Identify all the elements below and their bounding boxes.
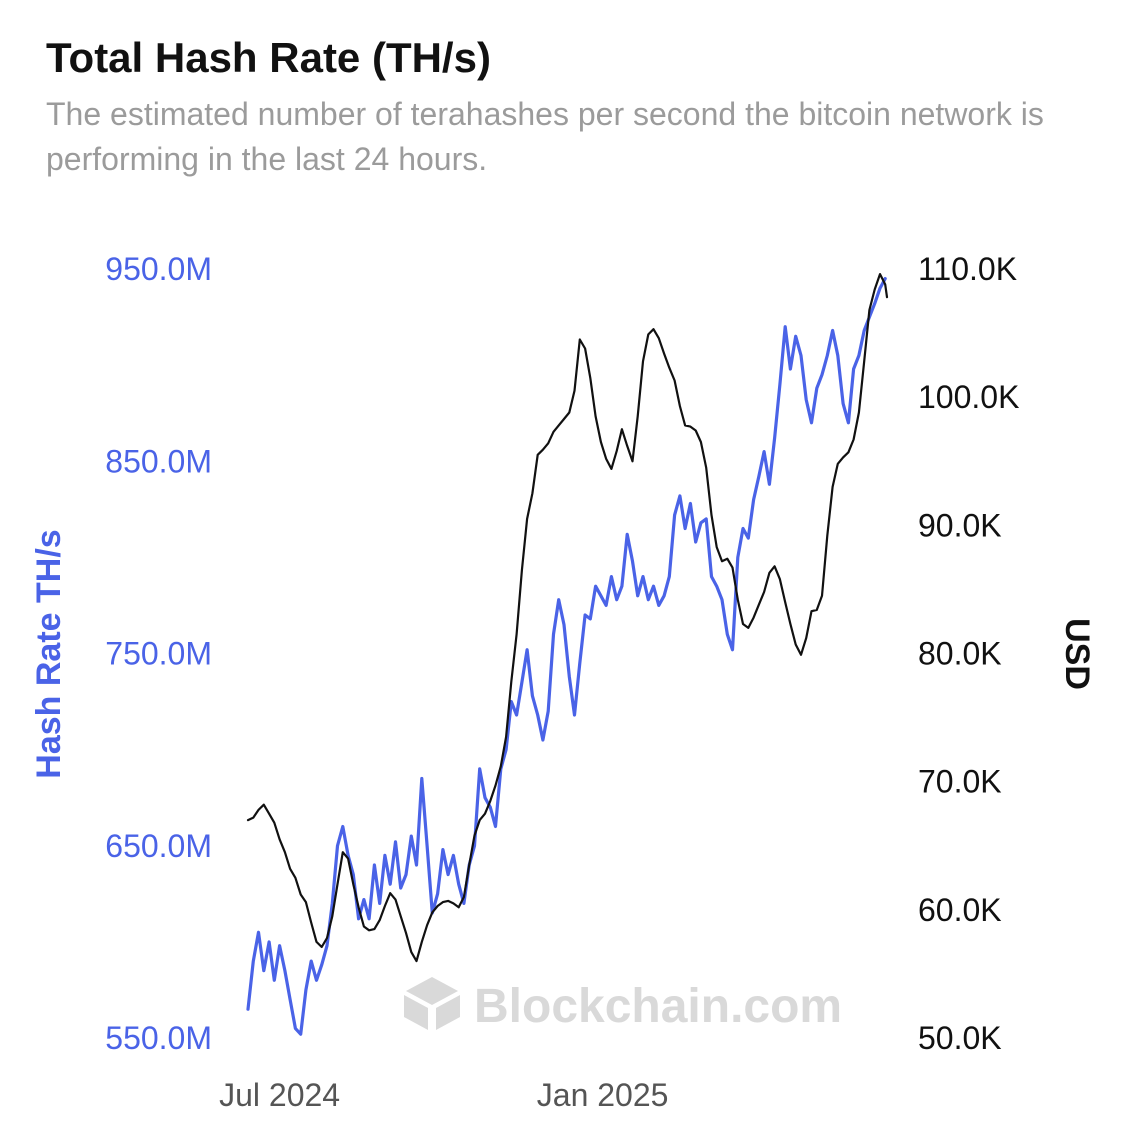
chart-title: Total Hash Rate (TH/s) <box>46 34 491 81</box>
right-axis-tick-label: 80.0K <box>918 636 1002 672</box>
left-axis-tick-label: 850.0M <box>105 443 212 479</box>
left-axis-tick-label: 550.0M <box>105 1020 212 1056</box>
right-axis-tick-label: 50.0K <box>918 1020 1002 1056</box>
price-usd-series-line <box>246 273 889 963</box>
left-axis-tick-label: 750.0M <box>105 636 212 672</box>
chart-subtitle: The estimated number of terahashes per s… <box>46 96 1044 177</box>
left-axis-tick-label: 650.0M <box>105 828 212 864</box>
right-axis-tick-label: 90.0K <box>918 507 1002 543</box>
right-axis-tick-label: 100.0K <box>918 379 1019 415</box>
left-axis-title: Hash Rate TH/s <box>30 529 68 778</box>
right-axis-title: USD <box>1058 618 1096 690</box>
watermark-text: Blockchain.com <box>474 980 842 1033</box>
series-layer <box>246 273 889 1036</box>
axis-layer: 550.0M 650.0M 750.0M 850.0M 950.0M 50.0K 60.0K… <box>30 251 1096 1113</box>
hash-rate-series-line <box>246 277 887 1036</box>
blockchain-cube-logo-icon <box>404 977 460 1030</box>
x-axis-tick-label: Jul 2024 <box>219 1077 340 1113</box>
right-axis-tick-label: 110.0K <box>918 251 1017 287</box>
x-axis-tick-label: Jan 2025 <box>537 1077 669 1113</box>
right-axis-tick-label: 70.0K <box>918 764 1002 800</box>
right-axis-tick-label: 60.0K <box>918 892 1002 928</box>
watermark: Blockchain.com <box>404 977 842 1033</box>
left-axis-tick-label: 950.0M <box>105 251 212 287</box>
